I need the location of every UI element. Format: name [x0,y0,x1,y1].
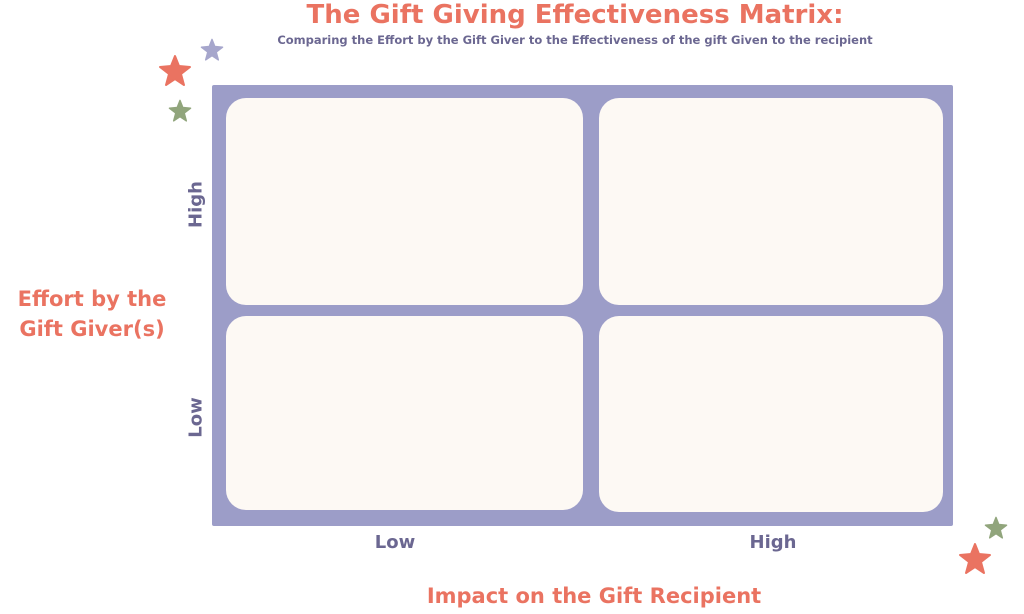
quadrant-low-effort-high-impact [599,316,943,512]
y-axis-label-line1: Effort by the [17,287,167,311]
y-level-high: High [185,181,207,228]
star-icon [168,99,192,122]
x-axis-label: Impact on the Gift Recipient [426,584,762,608]
x-level-low: Low [374,532,416,553]
y-axis-label: Effort by the Gift Giver(s) [2,284,182,344]
star-icon [159,55,191,86]
matrix-frame [212,85,953,526]
quadrant-high-effort-low-impact [226,98,583,305]
page-subtitle: Comparing the Effort by the Gift Giver t… [277,33,873,47]
y-axis-label-line2: Gift Giver(s) [19,317,165,341]
header: The Gift Giving Effectiveness Matrix: Co… [150,0,1000,48]
star-icon [984,516,1008,539]
quadrant-low-effort-low-impact [226,316,583,510]
y-level-low: Low [185,397,207,438]
star-icon [200,38,224,61]
page-title: The Gift Giving Effectiveness Matrix: [306,0,844,30]
star-icon [959,543,991,574]
x-level-high: High [749,532,797,553]
quadrant-high-effort-high-impact [599,98,943,305]
